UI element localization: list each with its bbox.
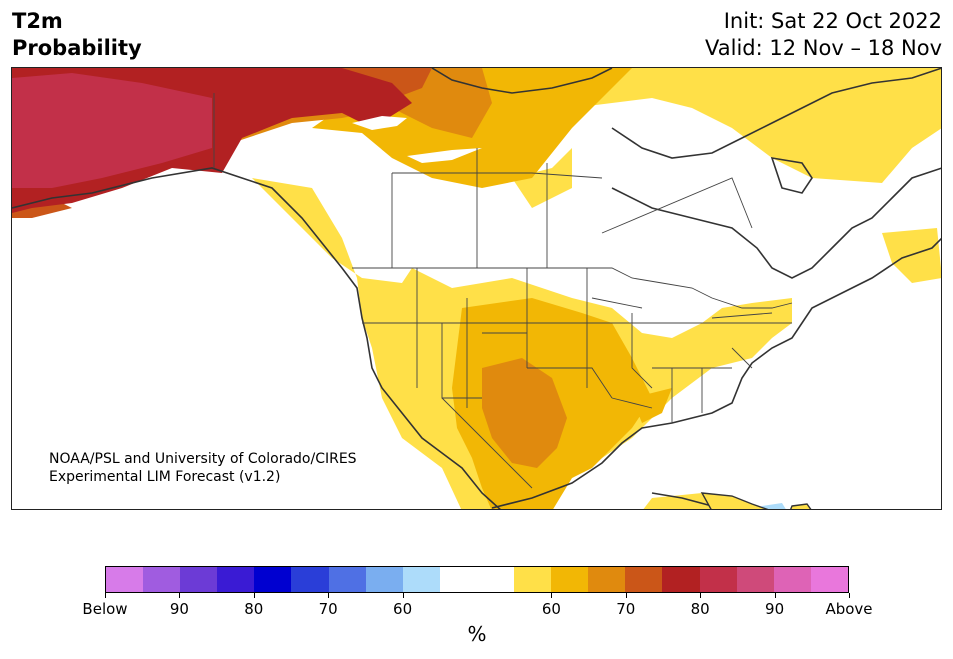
colorbar-tick bbox=[179, 593, 181, 598]
colorbar-tick-label: 90 bbox=[765, 600, 785, 618]
colorbar-tick bbox=[849, 593, 850, 598]
colorbar-tick-label: 80 bbox=[244, 600, 264, 618]
colorbar-segment bbox=[365, 567, 403, 592]
colorbar-segment bbox=[810, 567, 848, 592]
colorbar-tick-label: 90 bbox=[169, 600, 189, 618]
colorbar-segment bbox=[551, 567, 589, 592]
probability-colorbar bbox=[105, 566, 849, 593]
borders bbox=[213, 93, 793, 489]
colorbar-tick bbox=[774, 593, 776, 598]
colorbar-segment bbox=[180, 567, 218, 592]
colorbar-tick bbox=[700, 593, 702, 598]
colorbar-tick-label: 70 bbox=[616, 600, 636, 618]
colorbar-tick bbox=[105, 593, 106, 598]
colorbar-tick bbox=[625, 593, 627, 598]
shading-60-below-spot bbox=[759, 503, 786, 509]
lake-great-bear bbox=[352, 116, 407, 130]
colorbar-segment bbox=[588, 567, 626, 592]
colorbar-segment bbox=[476, 567, 515, 592]
lake-great-slave bbox=[407, 148, 482, 163]
shading-85-above bbox=[12, 73, 212, 188]
data-credit: NOAA/PSL and University of Colorado/CIRE… bbox=[49, 450, 357, 486]
colorbar-tick bbox=[551, 593, 553, 598]
map-canvas bbox=[12, 68, 941, 509]
colorbar-tick-label: 70 bbox=[318, 600, 338, 618]
map-title: T2m Probability bbox=[12, 8, 142, 62]
colorbar-tick-label: 60 bbox=[541, 600, 561, 618]
caribbean-islands bbox=[700, 492, 812, 509]
colorbar-segment bbox=[254, 567, 292, 592]
credit-line-2: Experimental LIM Forecast (v1.2) bbox=[49, 469, 281, 485]
colorbar-tick bbox=[402, 593, 404, 598]
colorbar-segment bbox=[699, 567, 737, 592]
init-date: Init: Sat 22 Oct 2022 bbox=[723, 9, 942, 33]
colorbar-segment bbox=[291, 567, 329, 592]
colorbar-segment bbox=[143, 567, 181, 592]
colorbar-segment bbox=[328, 567, 366, 592]
colorbar-segment bbox=[106, 567, 144, 592]
title-line-1: T2m bbox=[12, 9, 63, 33]
valid-range: Valid: 12 Nov – 18 Nov bbox=[705, 36, 942, 60]
colorbar-segment bbox=[625, 567, 663, 592]
forecast-map bbox=[11, 67, 942, 510]
colorbar-segment bbox=[514, 567, 552, 592]
credit-line-1: NOAA/PSL and University of Colorado/CIRE… bbox=[49, 451, 357, 467]
colorbar-tick-label: 60 bbox=[393, 600, 413, 618]
forecast-dates: Init: Sat 22 Oct 2022 Valid: 12 Nov – 18… bbox=[705, 8, 942, 62]
colorbar-segment bbox=[217, 567, 255, 592]
colorbar-segment bbox=[736, 567, 774, 592]
colorbar-segment bbox=[662, 567, 700, 592]
colorbar-tick bbox=[253, 593, 255, 598]
colorbar-tick-label: Above bbox=[825, 600, 873, 618]
colorbar-segment bbox=[402, 567, 440, 592]
colorbar-tick-label: Below bbox=[82, 600, 128, 618]
colorbar-tick bbox=[328, 593, 330, 598]
colorbar-segment bbox=[439, 567, 477, 592]
colorbar-tick-label: 80 bbox=[690, 600, 710, 618]
colorbar-unit: % bbox=[467, 622, 487, 646]
colorbar-segment bbox=[773, 567, 811, 592]
coastlines bbox=[12, 68, 941, 509]
title-line-2: Probability bbox=[12, 36, 142, 60]
